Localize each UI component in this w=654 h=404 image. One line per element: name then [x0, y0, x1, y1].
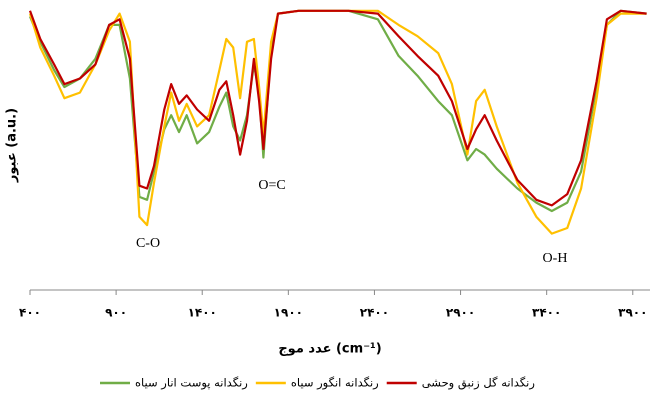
x-tick-label: ۹۰۰ [105, 306, 127, 320]
x-tick-label: ۲۴۰۰ [360, 306, 389, 320]
legend-label: رنگدانه انگور سیاه [291, 376, 379, 391]
x-tick-label: ۳۴۰۰ [532, 306, 561, 320]
x-tick-label: ۲۹۰۰ [446, 306, 475, 320]
series-line [28, 9, 647, 235]
x-tick-label: ۴۰۰ [19, 306, 41, 320]
legend-label: رنگدانه پوست انار سیاه [135, 376, 248, 391]
annotation: C-O [136, 236, 160, 251]
legend-label: رنگدانه گل زنبق وحشی [422, 376, 535, 391]
x-tick-label: ۱۴۰۰ [188, 306, 217, 320]
annotation: O-H [543, 251, 568, 266]
series-line [28, 9, 647, 207]
y-axis-label: عبور (a.u.) [5, 108, 20, 183]
series-line [28, 9, 647, 213]
annotation: O=C [258, 178, 285, 193]
x-axis-label: عدد موج (cm⁻¹) [278, 342, 381, 357]
x-tick-label: ۳۹۰۰ [618, 306, 647, 320]
x-tick-label: ۱۹۰۰ [274, 306, 303, 320]
